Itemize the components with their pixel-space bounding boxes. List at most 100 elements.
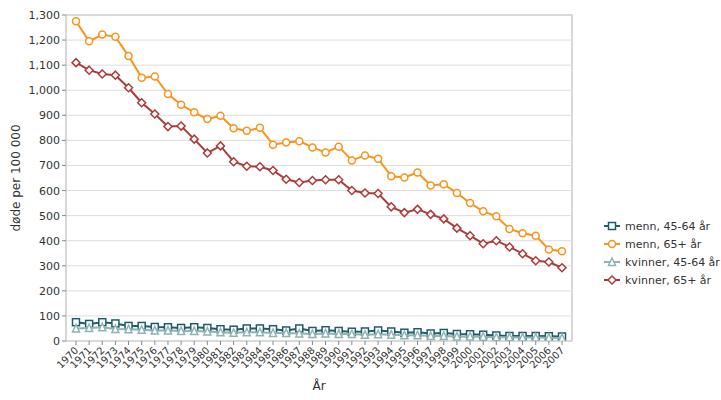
y-tick-label: 500	[39, 210, 60, 223]
data-point	[388, 331, 395, 339]
data-point	[99, 323, 106, 331]
legend-marker	[609, 258, 616, 266]
data-point	[414, 331, 421, 339]
data-point	[348, 187, 356, 195]
data-point	[151, 110, 159, 118]
data-point	[322, 149, 329, 156]
x-tick	[312, 341, 313, 345]
data-point	[85, 66, 93, 74]
x-tick	[273, 341, 274, 345]
data-point	[125, 84, 133, 92]
data-point	[401, 331, 408, 339]
data-point	[138, 326, 145, 334]
data-point	[309, 330, 316, 338]
x-tick	[115, 341, 116, 345]
data-point	[322, 329, 329, 337]
data-point	[427, 210, 435, 218]
data-point	[388, 173, 395, 180]
data-point	[493, 213, 500, 220]
y-tick-label: 200	[39, 285, 60, 298]
legend-marker	[608, 276, 616, 284]
data-point	[427, 182, 434, 189]
y-tick	[62, 215, 66, 216]
x-tick	[404, 341, 405, 345]
data-point	[440, 215, 448, 223]
data-point	[73, 324, 80, 332]
data-point	[243, 162, 251, 170]
data-point	[505, 243, 513, 251]
data-point	[203, 149, 211, 157]
x-tick	[430, 341, 431, 345]
x-tick	[456, 341, 457, 345]
data-point	[361, 331, 368, 339]
x-tick	[233, 341, 234, 345]
x-tick	[548, 341, 549, 345]
data-point	[269, 166, 277, 174]
y-tick-label: 1,300	[29, 9, 61, 22]
series-line	[76, 327, 562, 338]
legend-label: menn, 45-64 år	[625, 220, 711, 233]
data-point	[256, 124, 263, 131]
data-point	[453, 190, 460, 197]
y-tick	[62, 190, 66, 191]
x-tick	[128, 341, 129, 345]
data-point	[125, 325, 132, 333]
x-tick	[535, 341, 536, 345]
x-tick	[259, 341, 260, 345]
data-point	[519, 333, 526, 341]
data-point	[256, 163, 264, 171]
data-point	[440, 181, 447, 188]
x-tick	[89, 341, 90, 345]
x-tick	[483, 341, 484, 345]
x-tick	[364, 341, 365, 345]
x-tick	[207, 341, 208, 345]
x-tick	[470, 341, 471, 345]
plot-marks	[72, 18, 566, 341]
data-point	[256, 328, 263, 336]
data-point	[467, 200, 474, 207]
data-point	[86, 38, 93, 45]
y-tick-label: 700	[39, 159, 60, 172]
data-point	[479, 240, 487, 248]
x-tick	[167, 341, 168, 345]
data-point	[480, 333, 487, 341]
data-point	[191, 109, 198, 116]
legend-label: menn, 65+ år	[625, 238, 702, 251]
x-tick	[562, 341, 563, 345]
data-point	[243, 127, 250, 134]
data-point	[125, 52, 132, 59]
grid-line	[66, 290, 572, 291]
y-tick	[62, 341, 66, 342]
x-tick	[154, 341, 155, 345]
data-point	[440, 332, 447, 340]
data-point	[374, 190, 382, 198]
legend-marker	[609, 223, 616, 230]
data-point	[270, 141, 277, 148]
data-point	[427, 332, 434, 340]
grid-line	[66, 265, 572, 266]
grid-line	[66, 40, 572, 41]
y-tick-label: 800	[39, 134, 60, 147]
data-point	[348, 157, 355, 164]
data-point	[480, 208, 487, 215]
data-point	[492, 237, 500, 245]
data-point	[295, 179, 303, 187]
x-tick	[496, 341, 497, 345]
data-point	[559, 248, 566, 255]
y-tick-label: 600	[39, 185, 60, 198]
data-point	[138, 74, 145, 81]
data-point	[519, 230, 526, 237]
data-point	[164, 326, 171, 334]
y-tick	[62, 165, 66, 166]
data-point	[335, 330, 342, 338]
data-point	[178, 101, 185, 108]
data-point	[204, 116, 211, 123]
data-point	[506, 225, 513, 232]
y-tick	[62, 315, 66, 316]
data-point	[361, 152, 368, 159]
y-tick	[62, 90, 66, 91]
data-point	[414, 169, 421, 176]
data-point	[243, 328, 250, 336]
plot-area	[66, 15, 572, 341]
x-tick	[338, 341, 339, 345]
